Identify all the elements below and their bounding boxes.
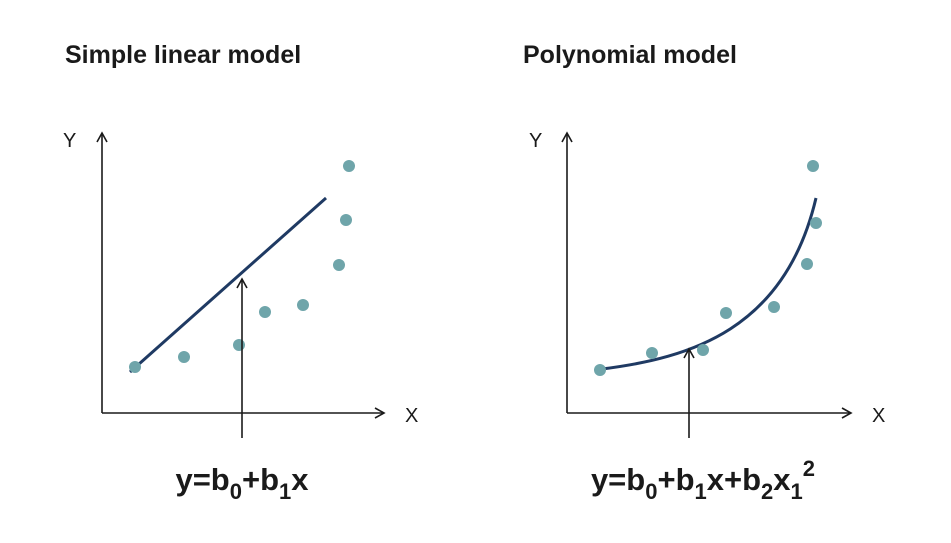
point <box>720 307 732 319</box>
point <box>810 217 822 229</box>
fit-curve <box>601 197 818 371</box>
fit-line <box>129 196 327 374</box>
point <box>343 160 355 172</box>
point <box>259 306 271 318</box>
point <box>646 347 658 359</box>
point <box>594 364 606 376</box>
formula-text: x <box>773 462 791 497</box>
formula-sub: 0 <box>645 479 657 504</box>
formula-text: +b <box>242 462 279 497</box>
formula-text: y=b <box>591 462 645 497</box>
formula-sub: 2 <box>761 479 773 504</box>
formula: y=b0+b1x <box>175 462 309 504</box>
formula-sub: 1 <box>791 479 803 504</box>
formula-sub: 1 <box>695 479 707 504</box>
panel-title: Simple linear model <box>65 41 301 69</box>
formula-sub: 1 <box>279 479 291 504</box>
formula-text: +b <box>657 462 694 497</box>
point <box>807 160 819 172</box>
panel-title: Polynomial model <box>523 41 737 69</box>
point <box>801 258 813 270</box>
y-axis-label: Y <box>529 130 542 152</box>
point <box>129 361 141 373</box>
x-axis-label: X <box>872 405 885 427</box>
points <box>594 160 822 376</box>
formula-text: x <box>291 462 309 497</box>
formula-sup: 2 <box>803 456 815 481</box>
y-axis-label: Y <box>63 130 76 152</box>
point <box>333 259 345 271</box>
formula: y=b0+b1x+b2x12 <box>591 456 815 504</box>
point <box>768 301 780 313</box>
point <box>233 339 245 351</box>
formula-sub: 0 <box>230 479 242 504</box>
formula-text: y=b <box>175 462 229 497</box>
x-axis-label: X <box>405 405 418 427</box>
points <box>129 160 355 373</box>
point <box>297 299 309 311</box>
point <box>697 344 709 356</box>
point <box>340 214 352 226</box>
point <box>178 351 190 363</box>
formula-text: x+b <box>707 462 761 497</box>
